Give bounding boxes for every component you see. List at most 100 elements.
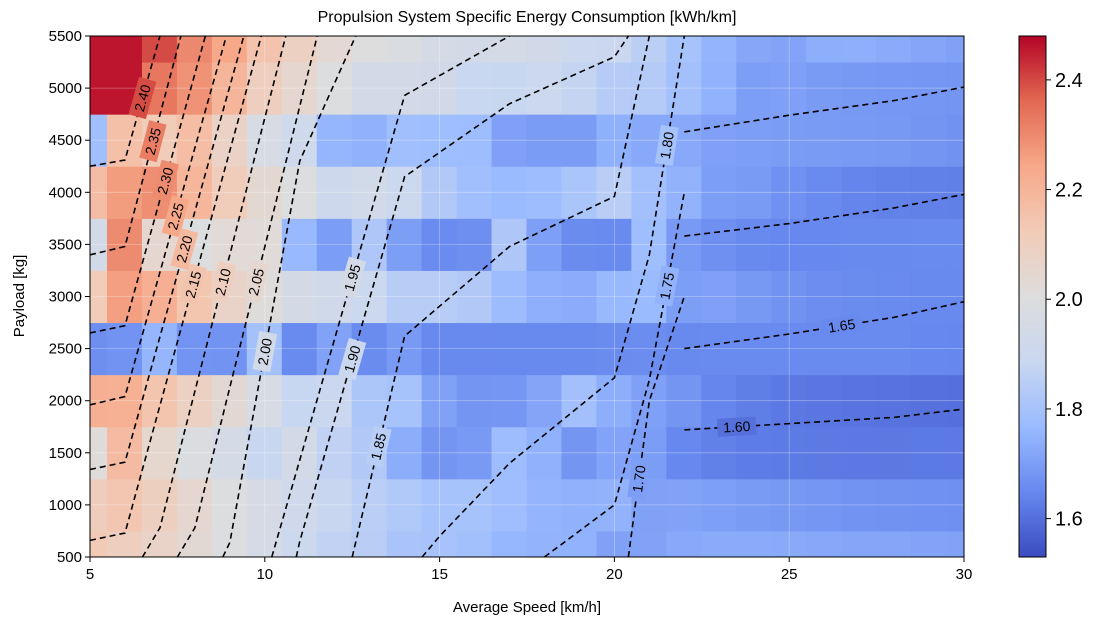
heatmap-cell [176,530,213,557]
heatmap-cell [876,322,913,376]
grid-lines [90,36,964,557]
heatmap-cell [526,374,563,428]
heatmap-cell [701,113,738,167]
heatmap-cell [596,269,633,324]
heatmap-cell [561,36,598,63]
heatmap-cell [526,217,563,271]
heatmap-cell [211,426,248,480]
heatmap-cell [596,322,633,376]
heatmap-cell [701,322,738,376]
heatmap-cell [701,61,738,115]
colorbar-tick-label: 1.8 [1055,399,1083,421]
heatmap-cells [90,36,964,557]
heatmap-cell [351,374,388,428]
heatmap-cell [386,165,423,219]
heatmap-cell [141,374,178,428]
x-tick-label: 30 [956,566,973,583]
contour-line [421,36,686,557]
y-tick-label: 5500 [49,28,82,45]
contour-label-text: 2.35 [142,126,165,157]
heatmap-cell [316,36,353,63]
heatmap-cell [90,530,108,557]
heatmap-cell [911,61,948,115]
y-tick-label: 3500 [49,236,82,253]
heatmap-cell [351,165,388,219]
heatmap-cell [736,36,773,63]
contour-label: 2.30 [151,159,180,202]
heatmap-cell [106,269,143,324]
heatmap-cell [176,36,213,63]
heatmap-cell [876,113,913,167]
heatmap-cell [806,61,843,115]
heatmap-cell [351,36,388,63]
contour-label-text: 1.75 [656,271,677,301]
contour-line [90,36,263,542]
heatmap-cell [106,113,143,167]
colorbar-tick-label: 2.2 [1055,180,1083,202]
contour-label: 1.60 [716,416,757,437]
heatmap-cell [736,269,773,324]
heatmap-cell [806,165,843,219]
heatmap-cell [90,165,108,219]
heatmap-cell [456,113,493,167]
heatmap-cell [771,36,808,63]
heatmap-cell [561,322,598,376]
heatmap-cell [90,36,108,63]
colorbar-tick-label: 1.6 [1055,509,1083,531]
x-tick-label: 25 [781,566,798,583]
heatmap-cell [281,36,318,63]
heatmap-cell [491,322,528,376]
contour-line [90,36,207,334]
heatmap-cell [491,36,528,63]
heatmap-cell [106,322,143,376]
heatmap-cell [666,530,703,557]
heatmap-cell [596,426,633,480]
heatmap-cell [911,426,948,480]
heatmap-cell [806,113,843,167]
colorbar-tick-label: 2.4 [1055,70,1083,92]
heatmap-cell [946,165,964,219]
y-tick-label: 4000 [49,184,82,201]
heatmap-cell [841,113,878,167]
heatmap-cell [561,269,598,324]
heatmap-cell [806,426,843,480]
heatmap-cell [456,426,493,480]
y-tick-label: 500 [57,549,82,566]
heatmap-cell [666,374,703,428]
heatmap-cell [316,165,353,219]
heatmap-cell [421,322,458,376]
heatmap-cell [946,269,964,324]
contour-line [684,193,964,237]
heatmap-cell [911,374,948,428]
heatmap-cell [876,374,913,428]
heatmap-cell [526,36,563,63]
heatmap-cell [106,530,143,557]
heatmap-cell [176,113,213,167]
heatmap-cell [736,165,773,219]
heatmap-cell [701,269,738,324]
contour-label: 2.35 [139,120,167,163]
heatmap-cell [771,530,808,557]
heatmap-cell [806,36,843,63]
heatmap-cell [141,36,178,63]
chart-title: Propulsion System Specific Energy Consum… [318,9,737,26]
contour-label-text: 1.85 [367,431,389,461]
x-tick-label: 15 [431,566,448,583]
heatmap-cell [281,426,318,480]
heatmap-cell [176,61,213,115]
x-tick-label: 5 [86,566,94,583]
heatmap-cell [596,478,633,532]
heatmap-cell [90,322,108,376]
heatmap-cell [386,113,423,167]
heatmap-cell [946,217,964,271]
heatmap-cell [386,426,423,480]
contour-label: 2.10 [209,260,237,303]
heatmap-cell [841,426,878,480]
contour-label-text: 1.90 [341,344,364,375]
heatmap-cell [491,374,528,428]
contour-line [90,36,161,168]
heatmap-cell [561,530,598,557]
heatmap-cell [526,113,563,167]
heatmap-cell [946,36,964,63]
